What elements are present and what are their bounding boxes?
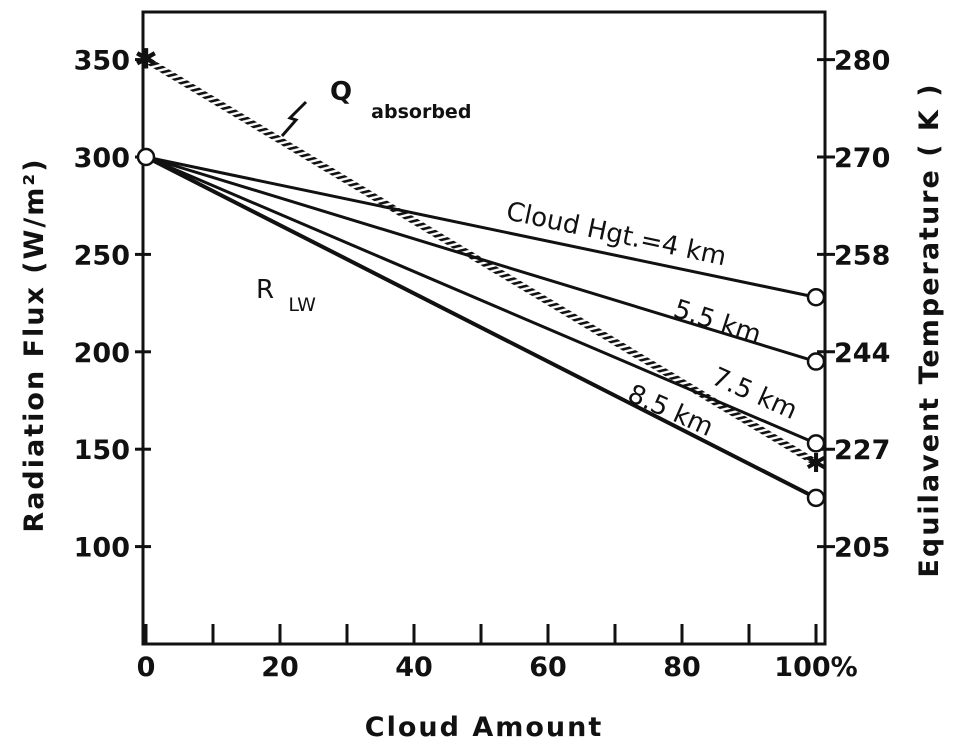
series-lines <box>144 56 818 500</box>
q-absorbed-main: Q <box>330 77 352 107</box>
series-label-4km: Cloud Hgt.=4 km <box>504 197 729 273</box>
series-label-5-5km: 5.5 km <box>670 294 765 350</box>
series-line-h55 <box>145 155 817 363</box>
marker-start-shared <box>136 147 156 167</box>
x-axis-title: Cloud Amount <box>365 712 604 743</box>
x-axis-tick-labels: 0 20 40 60 80 100% <box>137 652 858 683</box>
right-tick-label-1: 227 <box>834 435 890 466</box>
right-tick-label-5: 280 <box>834 46 890 77</box>
y-tick-label-4: 300 <box>74 143 130 174</box>
series-line-h75 <box>145 155 817 445</box>
marker-end-h4 <box>806 288 826 307</box>
series-line-h4 <box>145 155 817 299</box>
y-axis-tick-labels: 100 150 200 250 300 350 <box>74 46 130 564</box>
plot-frame <box>141 10 827 646</box>
series-line-q_absorbed <box>144 56 818 466</box>
right-tick-label-2: 244 <box>834 338 890 369</box>
series-line-h85 <box>145 155 817 500</box>
x-axis-ticks <box>144 624 818 644</box>
r-lw-main: R <box>256 275 274 305</box>
q-pointer-arrow <box>280 100 308 137</box>
y-tick-label-3: 250 <box>74 240 130 271</box>
x-tick-label-0: 0 <box>137 652 156 683</box>
y-tick-label-5: 350 <box>74 46 130 77</box>
right-tick-label-4: 270 <box>834 143 890 174</box>
right-tick-label-3: 258 <box>834 240 890 271</box>
marker-start-q_absorbed: ✱ <box>134 43 157 76</box>
y-axis-title: Radiation Flux (W/m²) <box>19 157 50 532</box>
right-axis-tick-labels: 205 227 244 258 270 280 <box>834 46 890 564</box>
series-label-8-5km: 8.5 km <box>623 379 717 443</box>
r-lw-label: R LW <box>256 275 316 316</box>
y-tick-label-2: 200 <box>74 338 130 369</box>
y-tick-label-0: 100 <box>74 533 130 564</box>
x-tick-label-5: 100% <box>774 652 857 683</box>
right-axis-title: Equilavent Temperature ( K ) <box>914 82 945 577</box>
x-tick-label-3: 60 <box>529 652 567 683</box>
q-absorbed-label: Q absorbed <box>330 77 471 123</box>
x-tick-label-2: 40 <box>395 652 433 683</box>
q-absorbed-sub: absorbed <box>371 101 471 123</box>
marker-end-h55 <box>806 352 826 371</box>
x-tick-label-1: 20 <box>261 652 299 683</box>
series-markers: ✱✱ <box>134 43 827 508</box>
r-lw-sub: LW <box>288 294 316 316</box>
y-tick-label-1: 150 <box>74 435 130 466</box>
marker-end-h85 <box>806 488 826 508</box>
right-axis-ticks <box>817 58 835 549</box>
marker-end-h75 <box>806 434 826 453</box>
right-tick-label-0: 205 <box>834 533 890 564</box>
marker-end-q_absorbed: ✱ <box>805 449 827 479</box>
x-tick-label-4: 80 <box>663 652 701 683</box>
